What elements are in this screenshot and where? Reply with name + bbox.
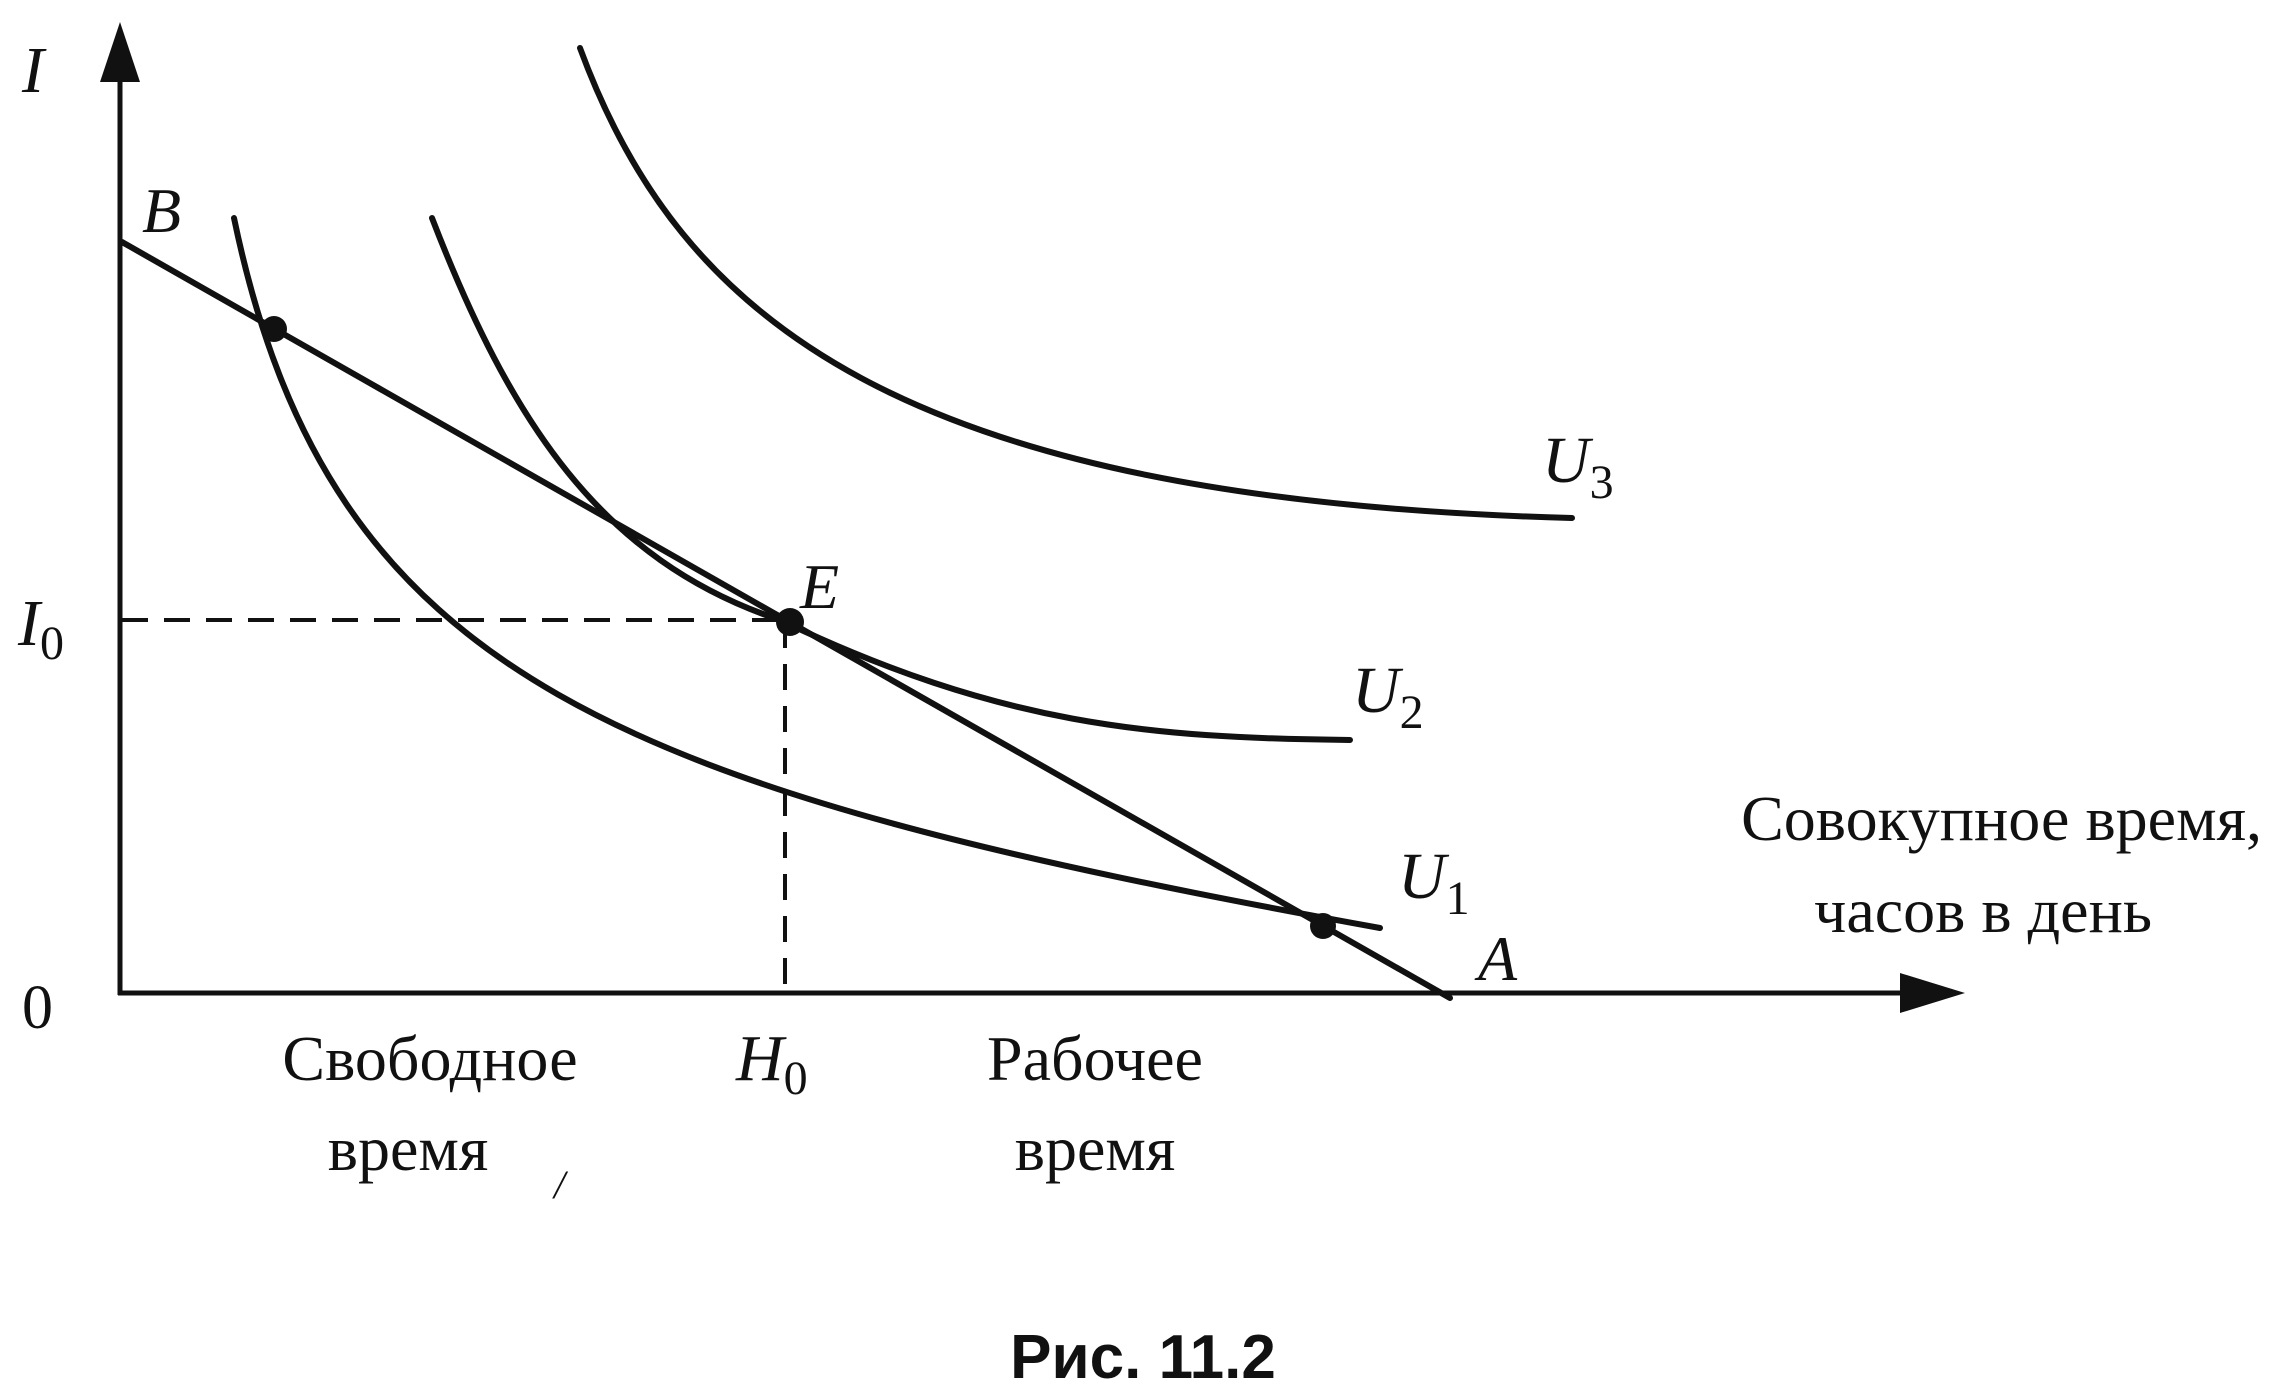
origin-label: 0 [22,974,53,1042]
leisure-label-line1: Свободное [282,1023,577,1094]
x-axis-label-line2: часов в день [1814,875,2152,946]
indifference-curve-u2 [429,215,1353,743]
indifference-curve-u1 [231,215,1383,931]
work-label-line1: Рабочее [987,1023,1203,1094]
indifference-curve-u3 [577,45,1575,521]
y-axis-label: I [21,34,47,107]
intersection-point-b [261,316,287,342]
stray-mark: / [552,1162,569,1207]
x-axis-label-line1: Совокупное время, [1741,783,2262,854]
hours-level-label: H0 [735,1022,808,1105]
y-axis-arrow-icon [100,22,140,82]
budget-start-label: B [142,175,181,246]
equilibrium-label: E [799,551,839,622]
x-axis-arrow-icon [1900,973,1965,1013]
budget-end-label: A [1474,923,1518,994]
figure-caption: Рис. 11.2 [1010,1323,1276,1392]
intersection-point-a [1310,913,1336,939]
equilibrium-point-e [776,608,804,636]
curve-label-u2: U2 [1352,654,1424,739]
curve-label-u3: U3 [1542,424,1614,509]
leisure-label-line2: время [328,1113,489,1184]
work-label-line2: время [1015,1113,1176,1184]
curve-label-u1: U1 [1398,840,1470,925]
income-level-label: I0 [17,587,64,670]
